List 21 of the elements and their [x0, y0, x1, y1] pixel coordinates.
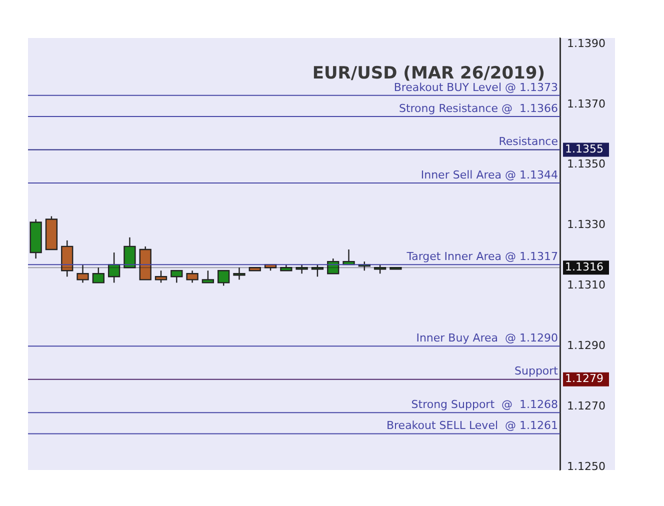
ref-line-label: 1.1316	[565, 260, 604, 274]
y-tick-label: 1.1350	[567, 158, 606, 171]
y-tick-label: 1.1290	[567, 339, 606, 352]
ref-line-label: 1.1355	[565, 142, 604, 156]
ref-line-label: Resistance	[498, 135, 558, 148]
y-tick-label: 1.1330	[567, 218, 606, 232]
ref-line-label: Inner Sell Area @ 1.1344	[420, 168, 558, 182]
ref-line-label: Breakout SELL Level @ 1.1261	[386, 419, 558, 432]
y-tick-label: 1.1370	[567, 97, 606, 110]
text: EUR/USD (MAR 26/2019)	[312, 63, 545, 84]
y-tick-label: 1.1310	[567, 278, 606, 292]
ref-line-label: Strong Resistance @ 1.1366	[398, 102, 558, 115]
y-tick-label: 1.1390	[567, 36, 606, 50]
ref-line-label: 1.1279	[565, 372, 604, 386]
y-tick-label: 1.1270	[567, 399, 606, 412]
ref-line-label: Strong Support @ 1.1268	[411, 398, 558, 411]
ref-line-label: Inner Buy Area @ 1.1290	[416, 332, 558, 344]
y-tick-label: 1.1250	[567, 460, 606, 473]
ref-line-label: Breakout BUY Level @ 1.1373	[394, 80, 558, 94]
ref-line-label: Target Inner Area @ 1.1317	[406, 250, 558, 263]
ref-line-label: Support	[514, 364, 559, 378]
